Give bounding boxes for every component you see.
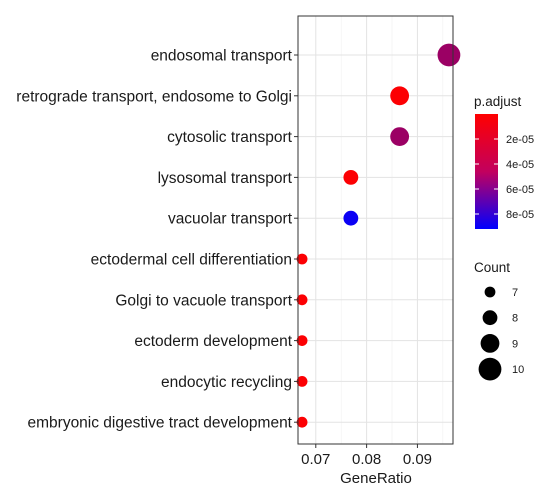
y-tick-label: cytosolic transport (167, 129, 293, 146)
data-point (343, 170, 359, 185)
size-legend-label: 8 (512, 313, 518, 325)
color-legend-ticks: 2e-05 4e-05 6e-05 8e-05 (475, 134, 534, 221)
data-point (390, 86, 410, 106)
plot-panel-border (297, 15, 454, 445)
y-axis-labels: endosomal transport retrograde transport,… (16, 48, 298, 432)
size-legend-circle (480, 334, 500, 353)
grid-lines (298, 16, 453, 444)
color-legend-gradient-bar (475, 114, 498, 229)
color-legend-tick-label: 6e-05 (506, 184, 534, 196)
x-axis-ticks: 0.07 0.08 0.09 (301, 444, 432, 468)
data-point (296, 416, 308, 428)
color-legend: p.adjust 2e-05 4e-05 6e-05 8e-05 (474, 94, 534, 229)
color-legend-title: p.adjust (474, 94, 522, 109)
plot-background (298, 16, 453, 444)
y-tick-label: retrograde transport, endosome to Golgi (16, 88, 292, 105)
y-tick-label: embryonic digestive tract development (28, 415, 293, 432)
y-tick-label: lysosomal transport (158, 170, 293, 187)
size-legend-label: 10 (512, 364, 524, 376)
size-legend-label: 7 (512, 287, 518, 299)
data-points (296, 43, 461, 428)
data-point (296, 294, 308, 306)
data-point (296, 376, 308, 387)
y-tick-label: ectoderm development (134, 333, 292, 350)
size-legend-items: 7 8 9 10 (478, 286, 524, 381)
color-legend-tick-label: 2e-05 (506, 134, 534, 146)
data-point (296, 253, 308, 265)
data-point (437, 43, 461, 67)
size-legend-circle (482, 310, 498, 326)
size-legend-circle (478, 357, 502, 381)
x-tick-label: 0.07 (301, 451, 330, 468)
color-legend-tick-label: 8e-05 (506, 209, 534, 221)
size-legend-label: 9 (512, 338, 518, 350)
size-legend-title: Count (474, 260, 510, 275)
x-axis-title: GeneRatio (340, 470, 412, 487)
y-tick-label: vacuolar transport (168, 211, 293, 228)
data-point (343, 210, 359, 226)
data-point (296, 335, 308, 346)
size-legend: Count 7 8 9 10 (474, 260, 524, 381)
x-tick-label: 0.08 (352, 451, 381, 468)
y-tick-label: endocytic recycling (161, 374, 292, 391)
y-tick-label: Golgi to vacuole transport (115, 292, 292, 309)
y-tick-label: endosomal transport (151, 48, 293, 65)
size-legend-circle (484, 286, 496, 298)
color-legend-tick-label: 4e-05 (506, 159, 534, 171)
x-tick-label: 0.09 (403, 451, 432, 468)
y-tick-label: ectodermal cell differentiation (91, 252, 292, 269)
data-point (390, 127, 410, 146)
